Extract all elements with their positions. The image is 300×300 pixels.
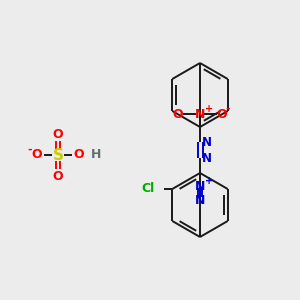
Text: N: N: [202, 136, 212, 148]
Text: N: N: [195, 194, 205, 206]
Text: N: N: [195, 107, 205, 121]
Text: +: +: [205, 176, 213, 186]
Text: O: O: [217, 107, 227, 121]
Text: O: O: [53, 128, 63, 140]
Text: Cl: Cl: [141, 182, 154, 196]
Text: N: N: [202, 152, 212, 164]
Text: -: -: [226, 104, 230, 114]
Text: N: N: [195, 179, 205, 193]
Text: O: O: [53, 169, 63, 182]
Text: O: O: [173, 107, 183, 121]
Text: O: O: [32, 148, 42, 161]
Text: -: -: [28, 145, 32, 155]
Text: S: S: [52, 148, 64, 163]
Text: H: H: [91, 148, 101, 161]
Text: O: O: [74, 148, 84, 161]
Text: +: +: [205, 104, 213, 114]
